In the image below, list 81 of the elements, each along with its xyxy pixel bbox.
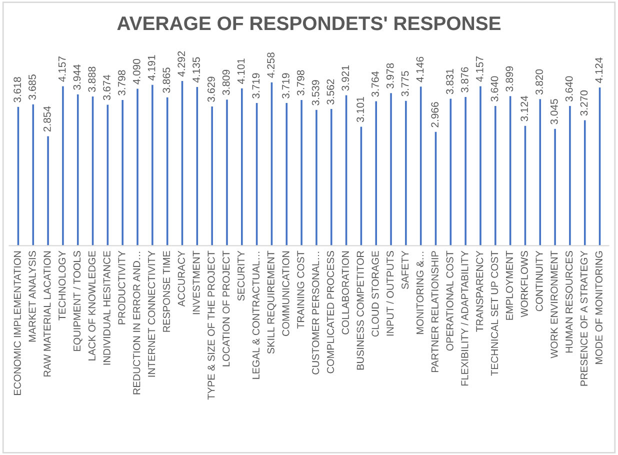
data-label: 2.966 xyxy=(431,102,439,128)
data-label: 3.270 xyxy=(580,90,588,116)
data-label: 4.146 xyxy=(416,56,424,82)
data-label: 3.719 xyxy=(252,73,260,98)
data-label: 4.101 xyxy=(237,58,245,84)
data-label: 3.539 xyxy=(312,80,320,106)
x-tick-label: TECHNICAL SET UP COST xyxy=(491,250,498,376)
x-tick-label: LOCATION OF PROJECT xyxy=(222,250,230,366)
data-label: 4.258 xyxy=(267,52,275,78)
data-label: 2.854 xyxy=(43,106,51,132)
data-label: 3.685 xyxy=(28,74,36,100)
data-label: 3.640 xyxy=(490,76,498,102)
x-tick-label: MODE OF MONITORING xyxy=(595,251,602,364)
data-label: 4.157 xyxy=(476,56,484,82)
x-tick-label: MARKET ANALYSIS xyxy=(28,251,36,342)
x-tick-label: LEGAL & CONTRACTUAL… xyxy=(252,252,260,379)
data-label: 3.798 xyxy=(118,70,126,96)
x-tick-label: BUSINESS COMPETITOR xyxy=(356,251,364,370)
data-label: 4.157 xyxy=(58,56,66,82)
x-tick-label: TRAINING COST xyxy=(297,250,304,329)
data-label: 3.899 xyxy=(506,66,514,92)
x-tick-label: FLEXIBILITY / ADAPTABILITY xyxy=(460,250,468,386)
x-tick-label: WORKFLOWS xyxy=(520,251,528,318)
x-tick-label: COMMUNICATION xyxy=(282,251,290,336)
x-tick-label: OPERATIONAL COST xyxy=(446,250,454,351)
x-tick-label: CONTINUITY xyxy=(536,250,543,312)
x-tick-label: ACCURACY xyxy=(178,250,185,307)
x-tick-label: SECURITY xyxy=(238,250,245,301)
data-label: 3.888 xyxy=(88,66,96,92)
data-label: 4.090 xyxy=(132,58,140,84)
x-tick-label: INPUT / OUTPUTS xyxy=(386,251,394,336)
data-label: 3.124 xyxy=(520,96,528,122)
x-tick-label: LACK OF KNOWLEDGE xyxy=(88,250,96,360)
x-tick-label: INTERNET CONNECTIVITY xyxy=(148,250,156,377)
data-label: 3.719 xyxy=(282,73,290,98)
x-tick-label: EMPLOYMENT xyxy=(506,250,513,320)
x-tick-label: PRODUCTIVITY xyxy=(118,250,126,324)
data-label: 4.135 xyxy=(192,57,200,83)
data-label: 3.831 xyxy=(446,68,454,94)
x-tick-label: RAW MATERIAL LACATION xyxy=(44,251,51,376)
data-label: 3.876 xyxy=(460,67,468,92)
x-tick-label: CUSTOMER PERSONAL… xyxy=(312,252,320,374)
data-label: 3.978 xyxy=(386,63,394,89)
x-tick-label: ECONOMIC IMPLEMENTATION xyxy=(14,251,21,395)
x-tick-label: HUMAN RESOURCES xyxy=(566,251,573,353)
data-label: 3.101 xyxy=(356,97,364,122)
x-tick-label: EQUIPMENT / TOOLS xyxy=(73,251,82,351)
data-label: 3.798 xyxy=(296,70,304,96)
x-tick-label: COLLABORATION xyxy=(342,251,349,334)
data-label: 3.674 xyxy=(103,74,110,100)
data-label: 3.944 xyxy=(73,64,81,90)
chart-title: AVERAGE OF RESPONDETS' RESPONSE xyxy=(117,16,501,30)
data-label: 4.124 xyxy=(595,58,602,84)
data-label: 3.562 xyxy=(326,79,334,104)
x-tick-label: INDIVIDUAL HESITANCE xyxy=(103,250,110,365)
data-label: 3.640 xyxy=(565,76,573,102)
x-tick-label: PRESENCE OF A STRATEGY xyxy=(580,250,588,386)
x-tick-label: SAFETY xyxy=(402,250,409,290)
data-label: 3.629 xyxy=(207,76,215,102)
x-tick-label: REDUCTION IN ERROR AND… xyxy=(133,252,140,394)
data-label: 3.775 xyxy=(401,71,409,96)
x-tick-label: TRANSPARENCY xyxy=(476,250,484,332)
x-tick-label: TECHNOLOGY xyxy=(58,250,66,320)
data-label: 4.191 xyxy=(148,55,156,80)
x-tick-label: SKILL REQUIREMENT xyxy=(267,250,276,354)
data-label: 4.292 xyxy=(178,51,186,77)
data-label: 3.820 xyxy=(536,69,543,95)
data-label: 3.921 xyxy=(342,66,350,91)
data-label: 3.045 xyxy=(550,99,558,124)
data-label: 3.865 xyxy=(162,68,170,93)
x-tick-label: RESPONSE TIME xyxy=(162,250,170,332)
x-tick-label: MONITORING &… xyxy=(416,252,424,334)
x-tick-label: INVESTMENT xyxy=(192,250,200,314)
x-tick-label: WORK ENVIRONMENT xyxy=(550,250,558,358)
x-tick-label: COMPLICATED PROCESS xyxy=(326,251,334,374)
data-label: 3.764 xyxy=(372,71,379,97)
data-label: 3.809 xyxy=(222,70,230,95)
x-tick-label: PARTNER RELATIONSHIP xyxy=(431,251,438,372)
x-tick-label: TYPE & SIZE OF THE PROJECT xyxy=(208,250,215,400)
data-label: 3.618 xyxy=(14,77,22,102)
x-tick-label: CLOUD STORAGE xyxy=(372,250,379,337)
